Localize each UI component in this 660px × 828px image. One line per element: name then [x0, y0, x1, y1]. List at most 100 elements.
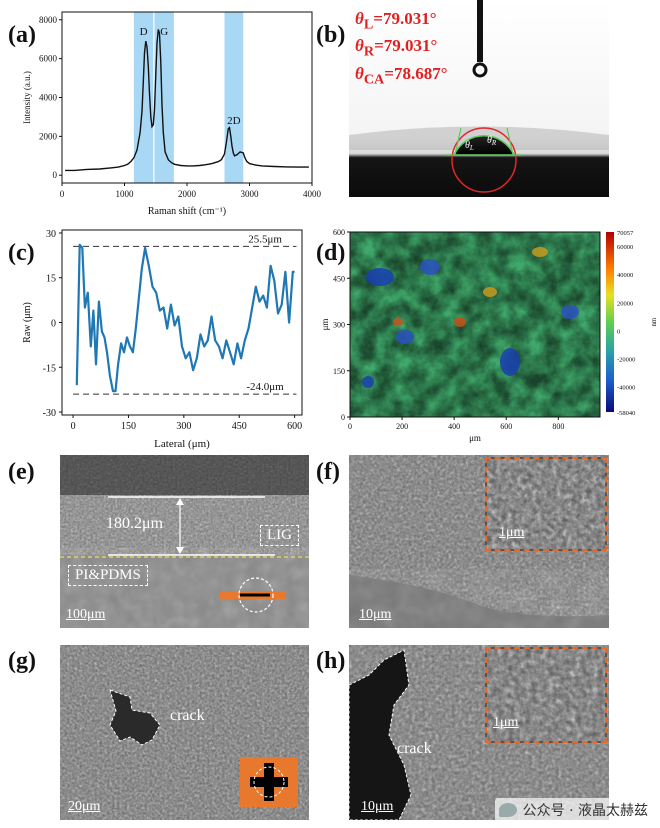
raman-ytick-label: 2000 [39, 131, 58, 141]
sem-image-h: 1μm crack 10μm [349, 645, 609, 820]
raman-ytick-label: 0 [53, 170, 58, 180]
profile-xtick-label: 450 [232, 421, 247, 432]
colorbar-tick-label: 70057 [617, 230, 634, 237]
raman-xtick-label: 4000 [303, 189, 322, 199]
raman-band-label-1: G [160, 26, 168, 38]
heightmap-ytick-label: 300 [333, 321, 345, 330]
droplet-shape [452, 134, 516, 156]
heightmap-feature [420, 259, 440, 275]
heightmap-ytick-label: 0 [341, 413, 345, 422]
panel-label-a: (a) [8, 22, 36, 48]
crack-outline-g [109, 689, 161, 746]
profile-reference-label-1: -24.0μm [246, 381, 284, 393]
contact-angle-photo: θL θR θL=79.031° θR=79.031° θCA=78.687° [349, 0, 609, 197]
profile-x-axis-label: Lateral (μm) [154, 438, 210, 450]
colorbar-tick-label: -58040 [617, 410, 635, 417]
profile-y-axis-label: Raw (μm) [22, 302, 33, 343]
colorbar [606, 232, 614, 412]
heightmap-feature [454, 317, 466, 327]
theta-l-value: θL=79.031° [355, 9, 437, 33]
heightmap-feature [483, 287, 497, 297]
raman-band-label-2: 2D [227, 115, 241, 127]
watermark-text: 公众号 · 液晶太赫兹 [522, 803, 648, 819]
height-map-chart: 0 200 400 600 800 600 450 300 150 0 μm μm 70057 60000… [320, 228, 658, 443]
heightmap-xtick-label: 800 [552, 422, 564, 431]
raman-xtick-label: 1000 [116, 189, 135, 199]
crack-label-h: crack [397, 740, 432, 757]
lig-layer-tag: LIG [260, 525, 299, 546]
panel-label-b: (b) [316, 22, 346, 48]
heightmap-xtick-label: 600 [500, 422, 512, 431]
raman-ytick-label: 4000 [39, 93, 58, 103]
needle-shape [477, 0, 483, 62]
raman-band-2 [224, 12, 244, 183]
raman-ytick-label: 8000 [39, 15, 58, 25]
profile-series-line [75, 243, 295, 393]
watermark: 公众号 · 液晶太赫兹 [494, 798, 652, 822]
heightmap-feature [362, 376, 374, 388]
heightmap-feature [561, 305, 579, 319]
heightmap-feature [396, 330, 414, 344]
profile-xtick-label: 600 [287, 421, 302, 432]
panel-label-g: (g) [8, 648, 36, 674]
heightmap-xtick-label: 200 [396, 422, 408, 431]
colorbar-tick-label: 0 [617, 328, 620, 335]
heightmap-ytick-label: 450 [333, 274, 345, 283]
theta-r-value: θR=79.031° [355, 36, 438, 60]
panel-label-h: (h) [316, 648, 346, 674]
sem-image-e: 180.2μm LIG PI&PDMS 100μm [60, 455, 309, 628]
raman-xtick-label: 2000 [178, 189, 197, 199]
scale-bar-f: 10μm [359, 607, 392, 622]
profile-ytick-label: -30 [43, 408, 56, 419]
heightmap-feature [393, 318, 403, 326]
pi-pdms-layer-tag: PI&PDMS [68, 565, 148, 586]
colorbar-unit-label: nm [650, 317, 658, 327]
heightmap-y-axis-label: μm [320, 319, 330, 331]
panel-label-c: (c) [8, 240, 35, 266]
heightmap-feature [366, 268, 394, 286]
heightmap-ytick-label: 600 [333, 228, 345, 237]
heightmap-texture [350, 232, 600, 417]
colorbar-tick-label: 60000 [617, 244, 633, 251]
scale-bar-g: 20μm [68, 799, 101, 814]
heightmap-feature [500, 348, 520, 376]
needle-tip-shape [472, 62, 488, 78]
inset-scale-bar-h: 1μm [493, 715, 519, 730]
heightmap-xtick-label: 0 [348, 422, 352, 431]
wechat-icon [498, 803, 517, 817]
scale-bar-e: 100μm [66, 607, 106, 622]
svg-text:θR: θR [487, 135, 497, 147]
profile-ytick-label: 15 [46, 274, 56, 285]
fit-circle [451, 127, 517, 193]
raman-x-axis-label: Raman shift (cm⁻¹) [148, 206, 226, 217]
profile-ytick-label: -15 [43, 363, 56, 374]
heightmap-xtick-label: 400 [448, 422, 460, 431]
panel-label-f: (f) [316, 459, 340, 485]
panel-label-d: (d) [316, 240, 346, 266]
panel-label-e: (e) [8, 459, 35, 485]
profile-ytick-label: 30 [46, 229, 56, 240]
colorbar-tick-label: 40000 [617, 272, 633, 279]
scale-bar-h: 10μm [361, 799, 394, 814]
colorbar-tick-label: 20000 [617, 300, 633, 307]
colorbar-tick-label: -20000 [617, 357, 635, 364]
heightmap-feature [532, 247, 548, 257]
thickness-label: 180.2μm [106, 515, 164, 532]
raman-chart: D G 2D 0 1000 2000 3000 4000 0 2000 4000 6000 8000 Ra… [22, 11, 322, 217]
raman-series-line [65, 29, 309, 172]
profile-xtick-label: 0 [71, 421, 76, 432]
inset-f: 1μm [485, 457, 607, 551]
sem-image-g: crack 20μm [60, 645, 309, 820]
contact-angle-readout: θL=79.031° θR=79.031° θCA=78.687° [355, 8, 448, 90]
raman-band-label-0: D [140, 26, 148, 38]
theta-ca-value: θCA=78.687° [355, 63, 448, 88]
profile-reference-label-0: 25.5μm [248, 233, 282, 245]
sem-image-f: 1μm 10μm [349, 455, 609, 628]
svg-text:θL: θL [465, 140, 474, 152]
crack-outline-h [349, 649, 412, 820]
profile-xtick-label: 300 [176, 421, 191, 432]
raman-band-1 [154, 12, 174, 183]
raman-xtick-label: 0 [60, 189, 65, 199]
inset-scale-bar-f: 1μm [499, 525, 525, 540]
